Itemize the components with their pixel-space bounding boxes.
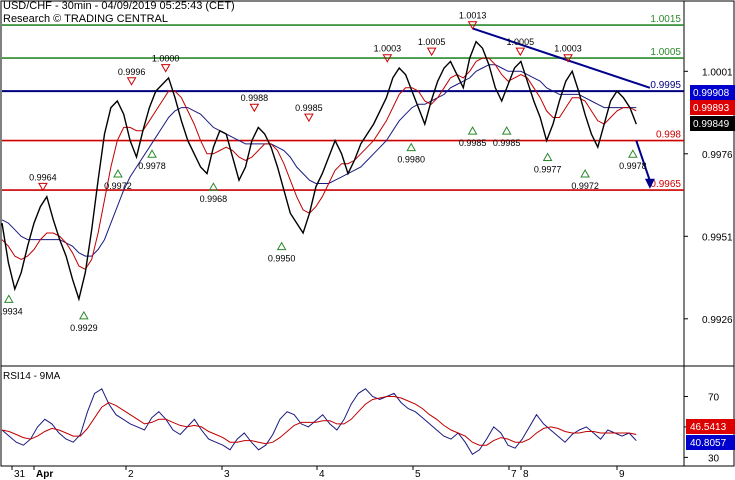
swing-high-marker: [515, 47, 526, 57]
swing-high-marker: [38, 182, 48, 192]
swing-high-label: 1.0005: [507, 37, 535, 47]
swing-low-marker: [406, 142, 417, 152]
swing-low-label: 0.9972: [571, 181, 599, 191]
swing-low-label: 0.9985: [493, 138, 521, 148]
swing-low-marker: [3, 294, 14, 303]
rsi-tag-box: [686, 435, 735, 450]
swing-high-label: 1.0005: [418, 37, 446, 47]
source-label: Research © TRADING CENTRAL: [3, 13, 168, 25]
swing-high-label: 1.0013: [459, 11, 487, 21]
swing-low-marker: [113, 168, 123, 178]
resistance-trendline: [472, 27, 651, 89]
swing-high-label: 1.0003: [554, 44, 582, 54]
price-y-tick-label: 0.9976: [702, 150, 733, 161]
swing-high-marker: [563, 54, 573, 63]
swing-low-label: 0.9980: [397, 155, 425, 165]
price-y-tick-label: 0.9926: [702, 315, 733, 326]
rsi-y-tick-label: 70: [708, 392, 720, 403]
swing-low-label: 0.9968: [200, 194, 228, 204]
swing-low-label: 0.9934: [0, 306, 23, 316]
price-y-tick-label: 0.9951: [702, 232, 733, 243]
swing-high-marker: [467, 21, 478, 30]
swing-high-label: 0.9985: [295, 103, 323, 113]
x-tick-label: 5: [415, 469, 421, 480]
swing-low-marker: [208, 182, 219, 191]
swing-high-marker: [382, 54, 393, 63]
chart-title: USD/CHF - 30min - 04/09/2019 05:25:43 (C…: [3, 0, 235, 12]
ma-red-line: [1, 57, 637, 270]
x-tick-label: 7: [511, 469, 517, 480]
price-tag-label: 0.99849: [693, 119, 730, 130]
rsi-tag-label: 46.5413: [690, 422, 727, 433]
x-tick-label: 2: [128, 469, 134, 480]
swing-low-label: 0.9977: [534, 165, 562, 175]
swing-high-marker: [160, 64, 171, 73]
price-tag-box: [690, 85, 735, 100]
swing-low-marker: [147, 149, 157, 158]
x-tick-label: 31: [14, 469, 26, 480]
swing-low-label: 0.9985: [459, 138, 487, 148]
swing-high-label: 0.9996: [118, 67, 146, 77]
swing-high-marker: [304, 113, 314, 123]
level-label-4: 0.9965: [650, 179, 681, 190]
swing-low-marker: [542, 152, 553, 161]
rsi-y-tick-label: 30: [708, 453, 720, 464]
swing-low-label: 0.9972: [104, 181, 132, 191]
swing-high-marker: [249, 103, 260, 113]
swing-low-marker: [627, 149, 638, 158]
ma-blue-line: [1, 64, 637, 257]
level-label-0: 1.0015: [650, 14, 681, 25]
swing-low-marker: [78, 310, 89, 320]
swing-low-marker: [276, 241, 287, 251]
swing-high-marker: [426, 47, 437, 57]
price-tag-label: 0.99893: [693, 103, 730, 114]
swing-low-label: 0.9978: [138, 161, 166, 171]
swing-high-marker: [126, 77, 137, 86]
swing-high-label: 1.0000: [152, 54, 180, 64]
price-tag-label: 0.99908: [693, 88, 730, 99]
rsi-tag-box: [686, 419, 735, 434]
x-tick-label: 8: [523, 469, 529, 480]
price-y-tick-label: 1.0001: [702, 67, 733, 78]
x-tick-label: 3: [224, 469, 230, 480]
price-tag-box: [690, 116, 735, 131]
rsi-tag-label: 40.8057: [690, 438, 727, 449]
price-tag-box: [690, 100, 735, 115]
rsi-panel-frame: [0, 365, 735, 467]
x-tick-label: Apr: [36, 469, 53, 480]
swing-high-label: 0.9964: [29, 172, 57, 182]
price-line: [1, 40, 637, 302]
swing-low-label: 0.9978: [619, 161, 647, 171]
swing-low-marker: [501, 126, 512, 135]
projection-arrow-head: [644, 178, 655, 189]
level-label-3: 0.998: [656, 130, 681, 141]
x-tick-label: 9: [619, 469, 625, 480]
projection-arrow-line: [635, 140, 651, 182]
swing-low-marker: [580, 168, 590, 178]
swing-high-label: 0.9988: [241, 93, 269, 103]
swing-low-marker: [467, 126, 478, 135]
level-label-2: 0.9995: [650, 80, 681, 91]
x-tick-label: 4: [319, 469, 325, 480]
swing-high-label: 1.0003: [374, 44, 402, 54]
level-label-1: 1.0005: [650, 47, 681, 58]
swing-low-label: 0.9950: [268, 254, 296, 264]
swing-low-label: 0.9929: [70, 323, 98, 333]
rsi-title: RSI14 - 9MA: [3, 371, 61, 382]
rsi-line-red: [1, 396, 637, 446]
rsi-line-blue: [1, 388, 637, 455]
